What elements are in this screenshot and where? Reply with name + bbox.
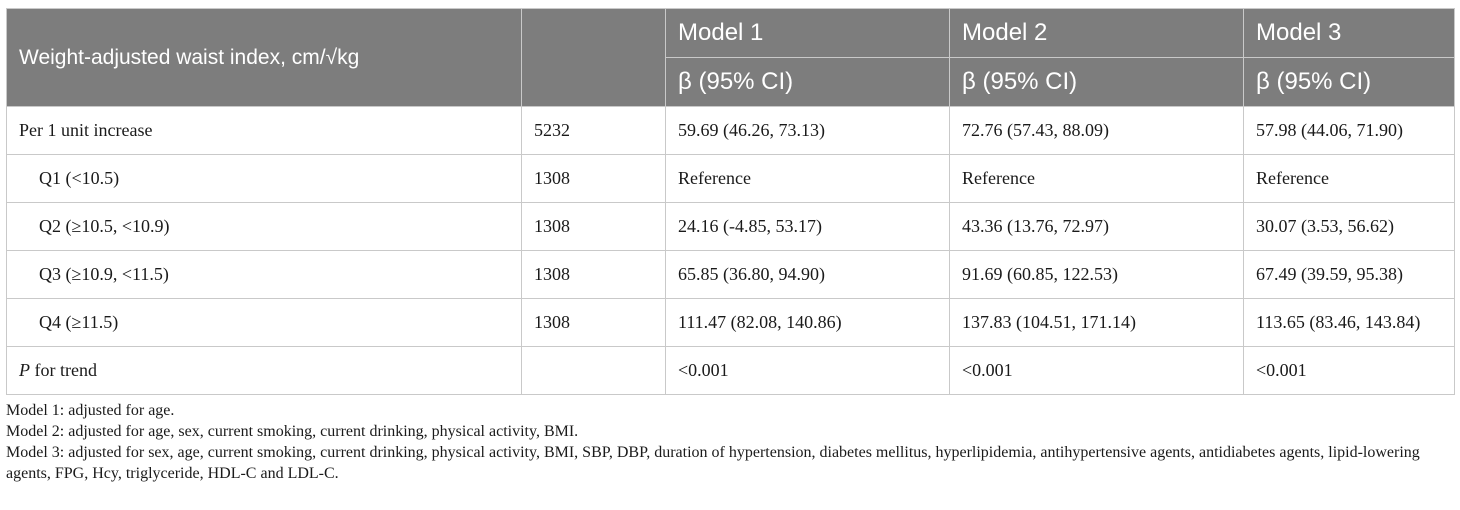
model-3-cell: 30.07 (3.53, 56.62) (1243, 202, 1455, 251)
footnote: Model 3: adjusted for sex, age, current … (6, 444, 1420, 482)
model-2-cell: 137.83 (104.51, 171.14) (949, 298, 1244, 347)
row-label: Q1 (<10.5) (6, 154, 522, 203)
model-1-cell: 111.47 (82.08, 140.86) (665, 298, 950, 347)
model-3-cell: 67.49 (39.59, 95.38) (1243, 250, 1455, 299)
table-row: Q4 (≥11.5) 1308 111.47 (82.08, 140.86) 1… (6, 298, 1455, 347)
table-row: Q3 (≥10.9, <11.5) 1308 65.85 (36.80, 94.… (6, 250, 1455, 299)
model-3-stat-header: β (95% CI) (1243, 57, 1455, 107)
p-label-rest: for trend (30, 360, 97, 380)
model-1-cell: 65.85 (36.80, 94.90) (665, 250, 950, 299)
model-1-cell: 24.16 (-4.85, 53.17) (665, 202, 950, 251)
model-1-header: Model 1 (665, 8, 950, 58)
row-label: P for trend (6, 346, 522, 395)
model-2-cell: 91.69 (60.85, 122.53) (949, 250, 1244, 299)
model-2-cell: 43.36 (13.76, 72.97) (949, 202, 1244, 251)
model-1-cell: Reference (665, 154, 950, 203)
row-label: Q2 (≥10.5, <10.9) (6, 202, 522, 251)
model-2-header: Model 2 (949, 8, 1244, 58)
model-1-stat-header: β (95% CI) (665, 57, 950, 107)
footnote: Model 1: adjusted for age. (6, 402, 175, 419)
model-3-cell: <0.001 (1243, 346, 1455, 395)
n-cell: 1308 (521, 298, 666, 347)
n-header (521, 8, 666, 107)
model-1-cell: <0.001 (665, 346, 950, 395)
model-2-stat-header: β (95% CI) (949, 57, 1244, 107)
n-cell: 1308 (521, 202, 666, 251)
n-cell: 5232 (521, 106, 666, 155)
table-row: Per 1 unit increase 5232 59.69 (46.26, 7… (6, 106, 1455, 155)
table-row: Q2 (≥10.5, <10.9) 1308 24.16 (-4.85, 53.… (6, 202, 1455, 251)
n-cell (521, 346, 666, 395)
table-row: Q1 (<10.5) 1308 Reference Reference Refe… (6, 154, 1455, 203)
model-2-cell: 72.76 (57.43, 88.09) (949, 106, 1244, 155)
row-label: Per 1 unit increase (6, 106, 522, 155)
model-2-cell: <0.001 (949, 346, 1244, 395)
results-table: Weight-adjusted waist index, cm/√kg Mode… (6, 8, 1455, 395)
model-2-cell: Reference (949, 154, 1244, 203)
footnote: Model 2: adjusted for age, sex, current … (6, 423, 579, 440)
model-3-cell: 113.65 (83.46, 143.84) (1243, 298, 1455, 347)
table-row: P for trend <0.001 <0.001 <0.001 (6, 346, 1455, 395)
table-footnotes: Model 1: adjusted for age. Model 2: adju… (6, 400, 1454, 484)
row-label: Q4 (≥11.5) (6, 298, 522, 347)
model-3-header: Model 3 (1243, 8, 1455, 58)
p-italic: P (19, 360, 30, 380)
table-container: Weight-adjusted waist index, cm/√kg Mode… (6, 8, 1455, 484)
model-1-cell: 59.69 (46.26, 73.13) (665, 106, 950, 155)
model-3-cell: 57.98 (44.06, 71.90) (1243, 106, 1455, 155)
n-cell: 1308 (521, 250, 666, 299)
model-3-cell: Reference (1243, 154, 1455, 203)
row-header: Weight-adjusted waist index, cm/√kg (6, 8, 522, 107)
row-label: Q3 (≥10.9, <11.5) (6, 250, 522, 299)
n-cell: 1308 (521, 154, 666, 203)
